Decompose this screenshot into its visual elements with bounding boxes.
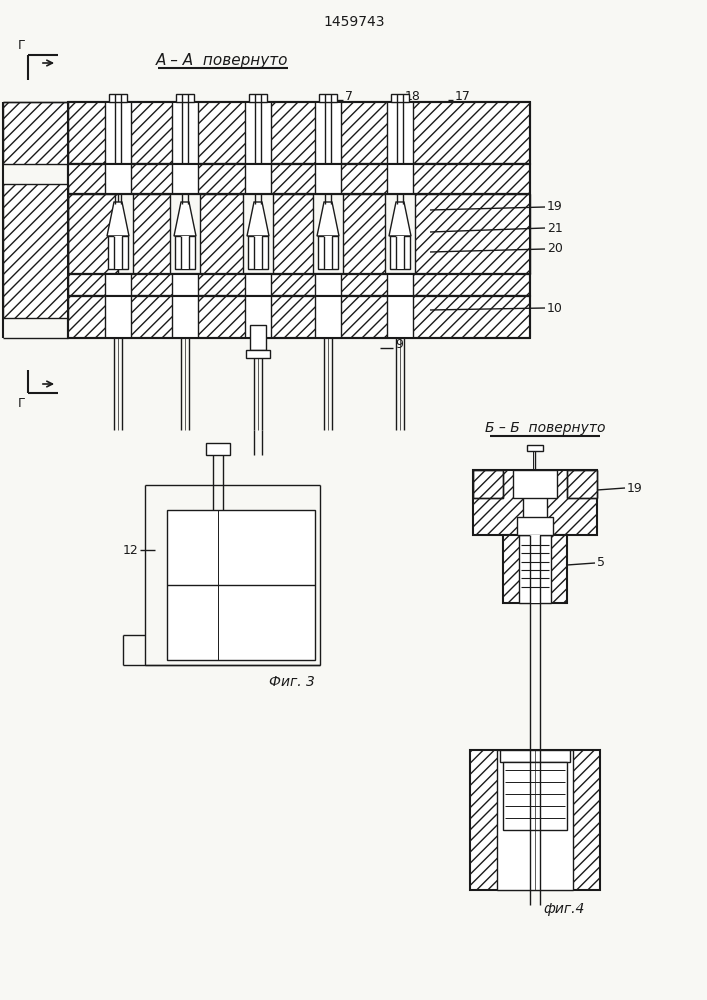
Bar (319, 94, 337, 102)
Bar (415, 194, 530, 274)
Bar (503, 762, 567, 830)
Bar (172, 296, 198, 338)
Text: 19: 19 (627, 482, 643, 494)
Text: 10: 10 (547, 302, 563, 314)
Bar (181, 236, 189, 269)
Bar (387, 274, 413, 296)
Bar (567, 470, 597, 498)
Text: 12: 12 (122, 544, 138, 556)
Bar (3, 102, 68, 164)
Bar (391, 94, 409, 102)
Bar (248, 236, 268, 269)
Text: Б – Б  повернуто: Б – Б повернуто (485, 421, 605, 435)
Bar (315, 274, 341, 296)
Text: 7: 7 (345, 91, 353, 104)
Bar (315, 102, 341, 164)
Bar (324, 236, 332, 269)
Bar (250, 325, 266, 350)
Bar (567, 470, 597, 498)
Bar (315, 296, 341, 338)
Bar (500, 750, 570, 762)
Bar (68, 102, 530, 164)
Bar (396, 236, 404, 269)
Bar (176, 94, 194, 102)
Bar (273, 194, 313, 274)
Bar (167, 510, 315, 660)
Bar (473, 470, 503, 498)
Bar (105, 274, 131, 296)
Bar (315, 164, 341, 194)
Polygon shape (389, 202, 411, 236)
Bar (390, 236, 410, 269)
Text: Фиг. 3: Фиг. 3 (269, 675, 315, 689)
Bar (114, 236, 122, 269)
Bar (523, 470, 547, 535)
Bar (105, 164, 131, 194)
Bar (133, 194, 170, 274)
Text: А – А  повернуто: А – А повернуто (156, 52, 288, 68)
Bar (200, 194, 243, 274)
Bar (68, 296, 530, 338)
Bar (172, 164, 198, 194)
Bar (473, 470, 503, 498)
Bar (527, 445, 543, 451)
Bar (246, 350, 270, 358)
Bar (108, 236, 128, 269)
Bar (175, 236, 195, 269)
Bar (68, 194, 118, 274)
Bar (517, 517, 553, 535)
Bar (387, 102, 413, 164)
Bar (387, 164, 413, 194)
Bar (206, 443, 230, 455)
Bar (318, 236, 338, 269)
Text: Г: Г (18, 397, 26, 410)
Bar (245, 164, 271, 194)
Polygon shape (247, 202, 269, 236)
Bar (513, 470, 557, 498)
Bar (245, 296, 271, 338)
Text: 17: 17 (455, 91, 471, 104)
Bar (254, 236, 262, 269)
Text: Г: Г (18, 39, 26, 52)
Bar (172, 102, 198, 164)
Bar (105, 102, 131, 164)
Bar (503, 535, 567, 603)
Bar (530, 535, 540, 603)
Bar (343, 194, 385, 274)
Text: 9: 9 (395, 338, 403, 352)
Text: 5: 5 (597, 556, 605, 570)
Bar (249, 94, 267, 102)
Bar (172, 274, 198, 296)
Polygon shape (107, 202, 129, 236)
Bar (105, 296, 131, 338)
Text: 19: 19 (547, 200, 563, 214)
Text: 1459743: 1459743 (323, 15, 385, 29)
Text: 18: 18 (405, 91, 421, 104)
Bar (109, 94, 127, 102)
Text: фиг.4: фиг.4 (544, 902, 585, 916)
Polygon shape (174, 202, 196, 236)
Bar (470, 750, 600, 890)
Text: 20: 20 (547, 242, 563, 255)
Bar (473, 470, 597, 535)
Bar (387, 296, 413, 338)
Polygon shape (317, 202, 339, 236)
Bar (497, 750, 573, 890)
Bar (519, 535, 551, 603)
Text: 21: 21 (547, 222, 563, 234)
Bar (68, 164, 530, 194)
Bar (3, 184, 68, 318)
Bar (245, 102, 271, 164)
Bar (68, 274, 530, 296)
Bar (245, 274, 271, 296)
